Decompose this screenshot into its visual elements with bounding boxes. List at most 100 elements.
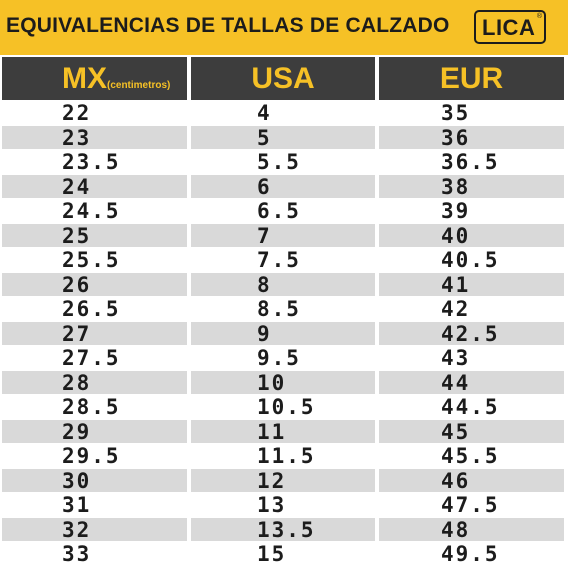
table-row: 24 [2, 173, 187, 199]
cell-usa: 12 [257, 468, 287, 493]
table-row: 5 [191, 124, 375, 150]
cell-mx: 25.5 [62, 248, 121, 272]
table-row: 26.5 [2, 296, 187, 321]
cell-mx: 23.5 [62, 150, 121, 174]
cell-mx: 22 [62, 101, 92, 125]
table-row: 15 [191, 541, 375, 566]
cell-mx: 25 [62, 223, 92, 248]
cell-mx: 33 [62, 542, 92, 566]
table-row: 32 [2, 516, 187, 542]
table-row: 40.5 [379, 247, 564, 272]
table-row: 40 [379, 222, 564, 248]
cell-eur: 49.5 [441, 542, 500, 566]
table-row: 45.5 [379, 443, 564, 468]
table-row: 42 [379, 296, 564, 321]
table-row: 33 [2, 541, 187, 566]
table-row: 10.5 [191, 394, 375, 419]
cell-eur: 36.5 [441, 150, 500, 174]
cell-usa: 10 [257, 370, 287, 395]
title-banner: EQUIVALENCIAS DE TALLAS DE CALZADO LICA … [0, 0, 568, 55]
table-row: 48 [379, 516, 564, 542]
cell-mx: 28.5 [62, 395, 121, 419]
cell-usa: 4 [257, 101, 272, 125]
table-row: 47.5 [379, 492, 564, 517]
cell-eur: 44.5 [441, 395, 500, 419]
cell-eur: 46 [441, 468, 471, 493]
cell-usa: 7 [257, 223, 272, 248]
column-usa: USA 4 5 5.5 6 6.5 7 7.5 8 8.5 9 9.5 10 10.5 11 11.5 12 1… [191, 57, 375, 574]
cell-mx: 26 [62, 272, 92, 297]
cell-eur: 44 [441, 370, 471, 395]
table-row: 39 [379, 198, 564, 223]
cell-eur: 45.5 [441, 444, 500, 468]
table-row: 13 [191, 492, 375, 517]
table-row: 11 [191, 418, 375, 444]
cell-eur: 43 [441, 346, 471, 370]
table-row: 7.5 [191, 247, 375, 272]
cell-eur: 39 [441, 199, 471, 223]
table-row: 30 [2, 467, 187, 493]
column-header-usa: USA [191, 57, 375, 100]
table-row: 11.5 [191, 443, 375, 468]
table-row: 44.5 [379, 394, 564, 419]
table-row: 9.5 [191, 345, 375, 370]
table-row: 31 [2, 492, 187, 517]
cell-usa: 11.5 [257, 444, 316, 468]
cell-usa: 15 [257, 542, 287, 566]
table-row: 13.5 [191, 516, 375, 542]
cell-usa: 6 [257, 174, 272, 199]
cell-eur: 36 [441, 125, 471, 150]
column-eur: EUR 35 36 36.5 38 39 40 40.5 41 42 42.5 43 44 44.5 45… [379, 57, 564, 574]
logo-text: LICA [482, 15, 536, 40]
table-row: 49.5 [379, 541, 564, 566]
cell-eur: 48 [441, 517, 471, 542]
table-row: 22 [2, 100, 187, 125]
cell-eur: 42.5 [441, 321, 500, 346]
cell-mx: 23 [62, 125, 92, 150]
table-row: 23 [2, 124, 187, 150]
cell-mx: 29.5 [62, 444, 121, 468]
cell-usa: 10.5 [257, 395, 316, 419]
cell-usa: 6.5 [257, 199, 301, 223]
table-row: 23.5 [2, 149, 187, 174]
table-row: 45 [379, 418, 564, 444]
cell-mx: 31 [62, 493, 92, 517]
table-row: 25 [2, 222, 187, 248]
cell-eur: 40 [441, 223, 471, 248]
table-row: 29.5 [2, 443, 187, 468]
table-row: 44 [379, 369, 564, 395]
table-row: 38 [379, 173, 564, 199]
cell-usa: 5.5 [257, 150, 301, 174]
header-mx-unit: (centimetros) [107, 80, 171, 91]
cell-mx: 24 [62, 174, 92, 199]
column-header-mx: MX(centimetros) [2, 57, 187, 100]
table-row: 28 [2, 369, 187, 395]
registered-mark: ® [536, 13, 542, 20]
brand-logo: LICA ® [474, 10, 546, 44]
cell-eur: 35 [441, 101, 471, 125]
cell-usa: 13.5 [257, 517, 316, 542]
table-row: 6.5 [191, 198, 375, 223]
cell-eur: 41 [441, 272, 471, 297]
cell-usa: 9 [257, 321, 272, 346]
cell-usa: 8.5 [257, 297, 301, 321]
table-row: 46 [379, 467, 564, 493]
cell-mx: 28 [62, 370, 92, 395]
table-row: 25.5 [2, 247, 187, 272]
table-row: 12 [191, 467, 375, 493]
column-header-eur: EUR [379, 57, 564, 100]
column-eur-rows: 35 36 36.5 38 39 40 40.5 41 42 42.5 43 44 44.5 45 45.5… [379, 100, 564, 566]
table-row: 9 [191, 320, 375, 346]
table-row: 28.5 [2, 394, 187, 419]
table-row: 10 [191, 369, 375, 395]
table-row: 27.5 [2, 345, 187, 370]
table-row: 36.5 [379, 149, 564, 174]
table-row: 7 [191, 222, 375, 248]
cell-eur: 38 [441, 174, 471, 199]
table-row: 27 [2, 320, 187, 346]
table-row: 43 [379, 345, 564, 370]
table-row: 42.5 [379, 320, 564, 346]
cell-usa: 9.5 [257, 346, 301, 370]
header-usa-label: USA [251, 62, 315, 95]
column-mx-rows: 22 23 23.5 24 24.5 25 25.5 26 26.5 27 27.5 28 28.5 29… [2, 100, 187, 566]
